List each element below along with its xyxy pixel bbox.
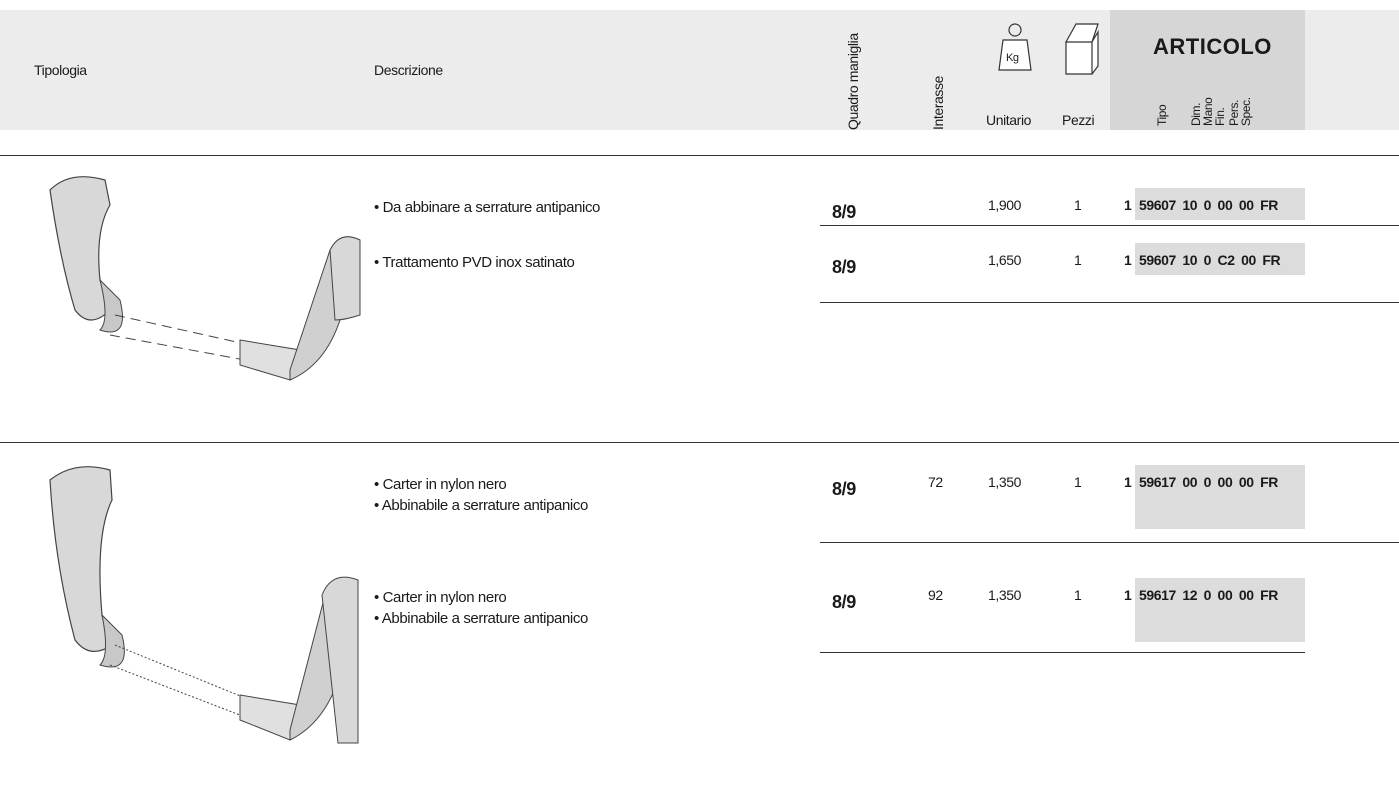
- code: 59617 12 0 00 00 FR: [1139, 587, 1278, 603]
- code-bg: [1135, 243, 1305, 275]
- code: 59617 00 0 00 00 FR: [1139, 474, 1278, 490]
- header-pezzi: Pezzi: [1062, 112, 1095, 128]
- box-icon: [1064, 23, 1099, 75]
- tipo: 1: [1124, 587, 1132, 603]
- pezzi: 1: [1074, 474, 1082, 490]
- rule: [820, 542, 1399, 543]
- header-articolo-part: Spec.: [1239, 97, 1253, 126]
- unitario: 1,650: [988, 252, 1022, 268]
- tipo: 1: [1124, 474, 1132, 490]
- tipo: 1: [1124, 197, 1132, 213]
- description: • Abbinabile a serrature antipanico: [374, 497, 588, 514]
- code-bg: [1135, 578, 1305, 642]
- pezzi: 1: [1074, 587, 1082, 603]
- rule: [820, 225, 1399, 226]
- description: • Da abbinare a serrature antipanico: [374, 199, 600, 216]
- articolo-band: [1110, 10, 1305, 130]
- description: • Carter in nylon nero: [374, 476, 507, 493]
- quadro: 8/9: [832, 592, 856, 612]
- rule: [820, 652, 1305, 653]
- header-articolo-part: Fin.: [1213, 107, 1227, 126]
- code: 59607 10 0 C2 00 FR: [1139, 252, 1281, 268]
- quadro: 8/9: [832, 202, 856, 222]
- rule: [820, 302, 1399, 303]
- rule: [0, 155, 1399, 156]
- product-image-1: [49, 176, 361, 381]
- product-image-2: [49, 466, 359, 744]
- description: • Trattamento PVD inox satinato: [374, 254, 575, 271]
- quadro: 8/9: [832, 479, 856, 499]
- header-interasse: Interasse: [930, 76, 946, 130]
- header-descrizione: Descrizione: [374, 62, 443, 78]
- rule: [0, 442, 1399, 443]
- header-articolo-part: Tipo: [1155, 104, 1169, 126]
- header-unitario: Unitario: [986, 112, 1032, 128]
- interasse: 72: [928, 474, 943, 490]
- code: 59607 10 0 00 00 FR: [1139, 197, 1278, 213]
- pezzi: 1: [1074, 197, 1082, 213]
- unitario: 1,350: [988, 474, 1022, 490]
- description: • Abbinabile a serrature antipanico: [374, 610, 588, 627]
- description: • Carter in nylon nero: [374, 589, 507, 606]
- code-bg: [1135, 465, 1305, 529]
- interasse: 92: [928, 587, 943, 603]
- pezzi: 1: [1074, 252, 1082, 268]
- weight-icon: [998, 23, 1032, 71]
- header-tipologia: Tipologia: [34, 62, 87, 78]
- unitario: 1,350: [988, 587, 1022, 603]
- header-kg: Kg: [1006, 52, 1019, 64]
- unitario: 1,900: [988, 197, 1022, 213]
- header-quadro: Quadro maniglia: [845, 33, 861, 130]
- tipo: 1: [1124, 252, 1132, 268]
- header-articolo: ARTICOLO: [1153, 34, 1272, 59]
- code-bg: [1135, 188, 1305, 220]
- quadro: 8/9: [832, 257, 856, 277]
